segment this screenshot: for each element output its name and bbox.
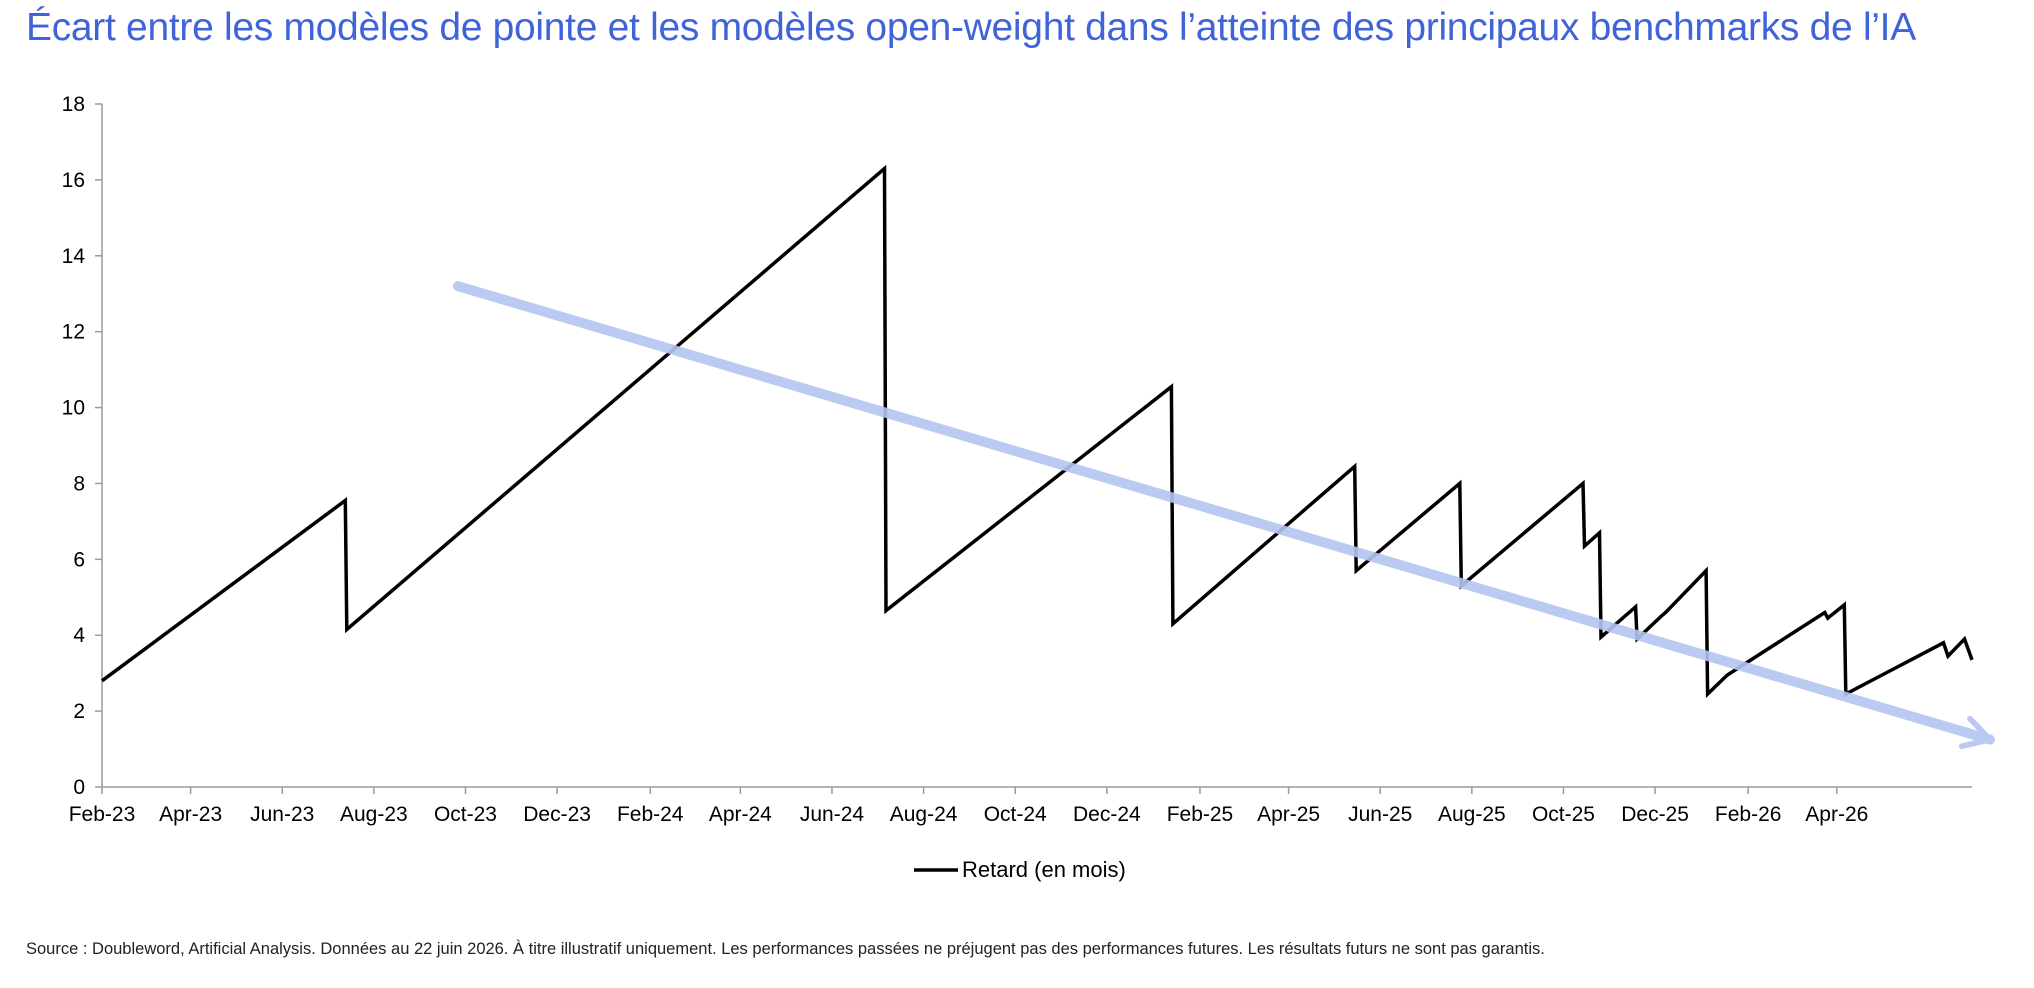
x-tick-label: Jun-23 [250, 803, 314, 826]
y-tick-label: 6 [73, 548, 85, 571]
y-tick-label: 16 [62, 169, 85, 192]
x-tick-label: Feb-26 [1715, 803, 1782, 826]
y-tick-label: 4 [73, 624, 85, 647]
x-tick-label: Aug-25 [1438, 803, 1506, 826]
x-tick-label: Feb-24 [617, 803, 684, 826]
x-tick-label: Apr-26 [1805, 803, 1868, 826]
x-tick-label: Jun-25 [1348, 803, 1412, 826]
y-tick-label: 12 [62, 321, 85, 344]
x-tick-label: Jun-24 [800, 803, 865, 826]
y-tick-label: 2 [73, 700, 85, 723]
x-tick-label: Oct-24 [984, 803, 1047, 826]
x-tick-label: Apr-23 [159, 803, 222, 826]
chart-title: Écart entre les modèles de pointe et les… [26, 6, 1916, 49]
x-tick-label: Apr-25 [1257, 803, 1320, 826]
x-tick-label: Aug-24 [890, 803, 958, 826]
source-note: Source : Doubleword, Artificial Analysis… [26, 940, 1545, 958]
series-layer [100, 164, 1974, 699]
y-axis: 0 2 4 6 8 10 12 14 16 18 [62, 93, 103, 799]
x-tick-label: Dec-23 [523, 803, 591, 826]
legend: Retard (en mois) [914, 857, 1126, 882]
x-tick-label: Oct-23 [434, 803, 497, 826]
y-tick-label: 8 [73, 472, 85, 495]
x-tick-label: Oct-25 [1532, 803, 1595, 826]
series-line-retard [100, 164, 1974, 699]
x-tick-label: Aug-23 [340, 803, 408, 826]
x-tick-label: Apr-24 [709, 803, 772, 826]
x-tick-label: Feb-23 [69, 803, 136, 826]
legend-label: Retard (en mois) [962, 857, 1126, 882]
trend-arrow [452, 281, 1996, 750]
y-tick-label: 18 [62, 93, 85, 116]
x-axis: Feb-23 Apr-23 Jun-23 Aug-23 Oct-23 Dec-23 Feb-… [69, 786, 1972, 826]
chart: 0 2 4 6 8 10 12 14 16 18 Feb-23 Apr-23 Jun-23 Aug-23… [62, 93, 1996, 882]
y-tick-label: 0 [73, 776, 85, 799]
x-tick-label: Feb-25 [1167, 803, 1234, 826]
x-tick-label: Dec-24 [1073, 803, 1141, 826]
trend-layer [452, 281, 1996, 750]
x-tick-label: Dec-25 [1621, 803, 1689, 826]
y-tick-label: 14 [62, 245, 86, 268]
y-tick-label: 10 [62, 397, 85, 420]
